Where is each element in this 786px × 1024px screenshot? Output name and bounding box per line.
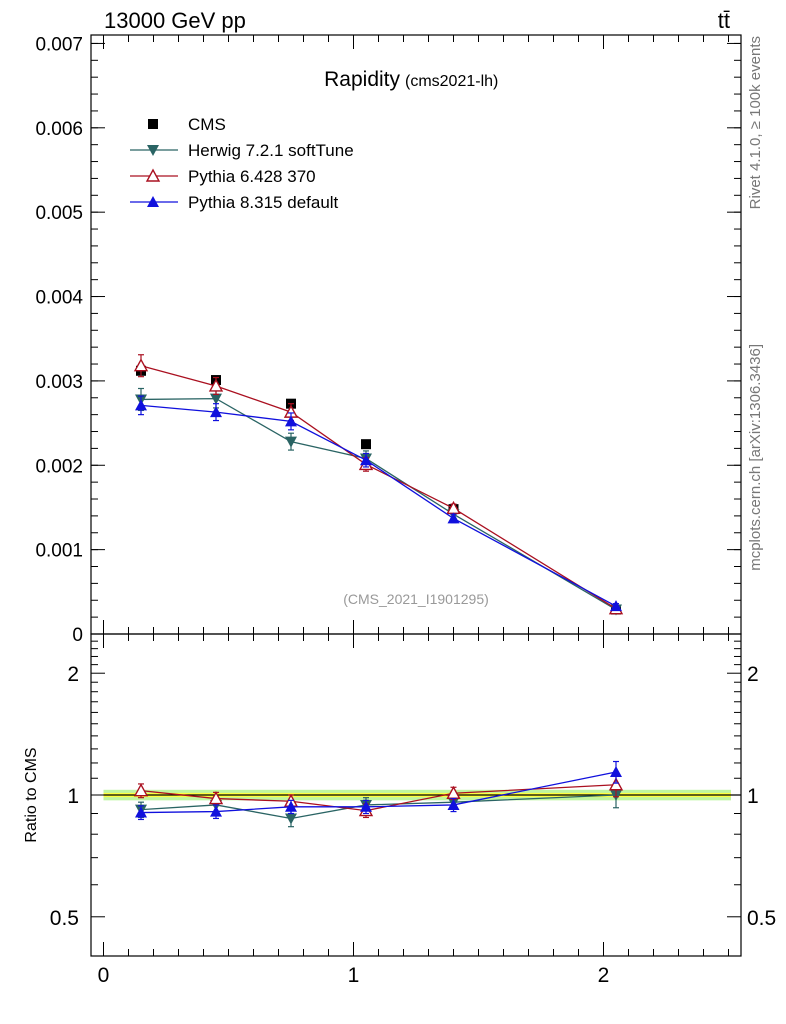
energy-label: 13000 GeV pp [104,8,246,33]
ratio-series-line [140,794,617,820]
main-data-point [360,454,372,466]
ratio-data-point [447,798,460,810]
main-y-tick-label: 0.004 [35,288,83,309]
legend: CMS Herwig 7.2.1 softTune Pythia 6.428 370… [130,115,354,212]
main-y-tick-label: 0 [72,625,83,646]
ratio-series-line [140,771,617,814]
ratio-data-point [610,765,622,777]
ratio-data-point [133,783,149,797]
ratio-data-point [608,777,624,791]
ratio-y-tick-label-left: 1 [67,785,79,808]
ratio-plot-frame [90,633,742,957]
ratio-series-line [140,784,617,812]
main-y-tick-label: 0.003 [35,372,83,393]
legend-marker [145,168,161,182]
ratio-data-point [360,800,372,812]
main-data-point [285,436,297,448]
main-y-tick-label: 0.005 [35,203,83,224]
main-y-tick-label: 0.007 [35,34,83,55]
plot-title: Rapidity [324,68,400,91]
main-data-point [361,439,371,450]
main-panel: 0 0.001 0.002 0.003 0.004 0.005 0.006 0.007 Rap… [35,34,742,646]
ratio-series-2 [135,760,622,821]
legend-entry: CMS [148,115,226,134]
ratio-y-tick-label-right: 2 [747,663,759,686]
rivet-version-label: Rivet 4.1.0, ≥ 100k events [747,36,764,209]
main-y-tick-label: 0.001 [35,541,83,562]
main-data-point [210,406,222,418]
ratio-series [133,760,624,828]
ratio-x-tick-label: 1 [348,964,360,987]
main-data-point [135,399,147,411]
ratio-x-tick-label: 2 [598,964,610,987]
main-series-0 [136,365,621,615]
legend-label: Herwig 7.2.1 softTune [188,141,354,160]
ratio-y-tick-label-right: 0.5 [747,907,776,930]
ratio-data-point [285,800,297,812]
process-label: tt̄ [718,8,730,33]
mcplots-label: mcplots.cern.ch [arXiv:1306.3436] [747,344,764,571]
analysis-watermark: (CMS_2021_I1901295) [343,591,489,607]
main-data-point [210,393,222,405]
legend-entry: Pythia 8.315 default [130,193,339,212]
main-data-point [208,378,224,392]
ratio-y-tick-label-left: 0.5 [50,907,79,930]
ratio-panel: 0.5 0.5 1 1 2 2 0 1 2 Ratio to CMS [23,633,776,987]
ratio-data-point [208,791,224,805]
main-data-point [133,358,149,372]
legend-label: Pythia 6.428 370 [188,167,316,186]
main-series-1 [135,387,622,616]
legend-marker [147,145,159,156]
ratio-y-tick-label-left: 2 [67,663,79,686]
plot-subtitle: (cms2021-lh) [405,73,498,90]
ratio-y-tick-label-right: 1 [747,785,759,808]
legend-label: CMS [188,115,226,134]
legend-label: Pythia 8.315 default [188,193,339,212]
legend-marker [148,119,158,129]
ratio-axis-ticks: 0.5 0.5 1 1 2 2 0 1 2 [50,634,776,987]
legend-entry: Pythia 6.428 370 [130,167,316,186]
ratio-y-axis-label: Ratio to CMS [23,747,40,842]
legend-marker [147,196,159,207]
ratio-data-point [135,806,147,818]
ratio-data-point [210,805,222,817]
main-series-line [140,365,617,610]
main-data-point [447,512,460,524]
main-series-3 [135,395,622,612]
main-data-point [285,415,297,427]
main-y-tick-label: 0.006 [35,119,83,140]
main-series-2 [133,354,624,615]
legend-entry: Herwig 7.2.1 softTune [130,141,354,160]
ratio-x-tick-label: 0 [98,964,110,987]
main-y-tick-label: 0.002 [35,456,83,477]
ratio-data-point [285,813,297,825]
main-series-line [140,397,617,611]
main-axis-ticks: 0 0.001 0.002 0.003 0.004 0.005 0.006 0.007 [35,34,741,646]
ratio-series-1 [133,772,624,819]
ratio-reference-band [103,789,741,801]
main-series [133,354,624,616]
main-series-line [140,404,617,607]
ratio-series-0 [135,782,622,828]
main-data-point [610,600,622,612]
